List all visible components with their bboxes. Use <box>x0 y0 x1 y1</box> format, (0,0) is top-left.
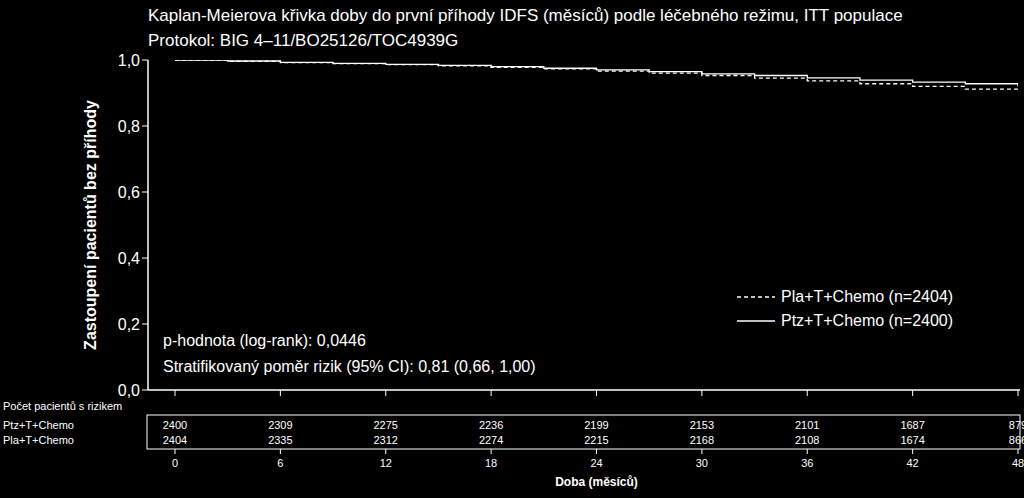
svg-text:2168: 2168 <box>690 434 714 446</box>
svg-text:879: 879 <box>1009 419 1016 431</box>
svg-text:Ptz+T+Chemo: Ptz+T+Chemo <box>8 419 74 431</box>
svg-text:12: 12 <box>380 457 392 469</box>
svg-text:2108: 2108 <box>795 434 819 446</box>
svg-text:2312: 2312 <box>374 434 398 446</box>
svg-text:30: 30 <box>696 457 708 469</box>
svg-text:2274: 2274 <box>479 434 503 446</box>
svg-text:Zastoupení pacientů bez příhod: Zastoupení pacientů bez příhody <box>82 100 99 350</box>
svg-text:Stratifikovaný poměr rizik (95: Stratifikovaný poměr rizik (95% CI): 0,8… <box>163 358 536 375</box>
svg-text:Počet pacientů s rizikem: Počet pacientů s rizikem <box>8 400 122 412</box>
svg-text:0,4: 0,4 <box>118 250 140 267</box>
svg-text:0,8: 0,8 <box>118 118 140 135</box>
svg-text:36: 36 <box>801 457 813 469</box>
svg-text:Kaplan-Meierova křivka doby do: Kaplan-Meierova křivka doby do první pří… <box>148 6 903 25</box>
svg-text:2404: 2404 <box>163 434 187 446</box>
svg-text:1674: 1674 <box>900 434 924 446</box>
svg-text:2400: 2400 <box>163 419 187 431</box>
svg-text:Protokol: BIG 4–11/BO25126/TOC: Protokol: BIG 4–11/BO25126/TOC4939G <box>148 31 458 50</box>
svg-text:2309: 2309 <box>268 419 292 431</box>
svg-text:Doba (měsíců): Doba (měsíců) <box>555 475 638 489</box>
svg-text:2215: 2215 <box>584 434 608 446</box>
svg-text:2335: 2335 <box>268 434 292 446</box>
svg-text:Ptz+T+Chemo (n=2400): Ptz+T+Chemo (n=2400) <box>781 312 953 329</box>
svg-text:0: 0 <box>172 457 178 469</box>
svg-text:0,2: 0,2 <box>118 316 140 333</box>
svg-text:p-hodnota (log-rank): 0,0446: p-hodnota (log-rank): 0,0446 <box>163 332 366 349</box>
svg-text:48: 48 <box>1012 457 1016 469</box>
svg-text:24: 24 <box>590 457 602 469</box>
svg-text:866: 866 <box>1009 434 1016 446</box>
svg-text:6: 6 <box>277 457 283 469</box>
svg-text:0,0: 0,0 <box>118 382 140 399</box>
svg-text:2236: 2236 <box>479 419 503 431</box>
svg-text:1,0: 1,0 <box>118 52 140 69</box>
svg-text:2101: 2101 <box>795 419 819 431</box>
svg-text:42: 42 <box>907 457 919 469</box>
svg-text:Pla+T+Chemo (n=2404): Pla+T+Chemo (n=2404) <box>781 288 953 305</box>
svg-text:Pla+T+Chemo: Pla+T+Chemo <box>8 434 74 446</box>
svg-text:2199: 2199 <box>584 419 608 431</box>
svg-text:2275: 2275 <box>374 419 398 431</box>
svg-text:0,6: 0,6 <box>118 184 140 201</box>
svg-text:2153: 2153 <box>690 419 714 431</box>
svg-text:1687: 1687 <box>900 419 924 431</box>
svg-text:18: 18 <box>485 457 497 469</box>
